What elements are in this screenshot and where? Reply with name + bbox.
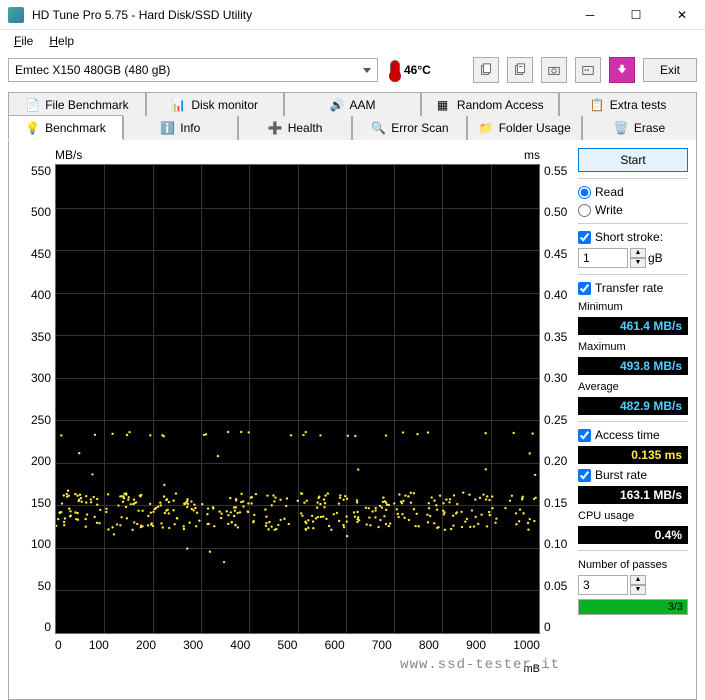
cpu-label: CPU usage bbox=[578, 510, 688, 522]
temperature-display: 46°C bbox=[386, 58, 435, 82]
avg-value: 482.9 MB/s bbox=[578, 397, 688, 415]
random-icon: ▦ bbox=[437, 98, 451, 112]
tab-disk-monitor[interactable]: 📊Disk monitor bbox=[146, 92, 284, 116]
transfer-rate-check[interactable]: Transfer rate bbox=[578, 281, 688, 295]
tab-extra-tests[interactable]: 📋Extra tests bbox=[559, 92, 697, 116]
chart-plot bbox=[55, 164, 540, 634]
burst-value: 163.1 MB/s bbox=[578, 486, 688, 504]
bulb-icon: 💡 bbox=[25, 121, 39, 135]
toolbar: Emtec X150 480GB (480 gB) 46°C Exit bbox=[0, 52, 705, 88]
tab-file-benchmark[interactable]: 📄File Benchmark bbox=[8, 92, 146, 116]
tab-health[interactable]: ➕Health bbox=[238, 116, 353, 140]
trash-icon: 🗑️ bbox=[614, 121, 628, 135]
progress-text: 3/3 bbox=[668, 600, 683, 614]
y-right-label: ms bbox=[524, 148, 540, 162]
copy-button[interactable] bbox=[473, 57, 499, 83]
device-label: Emtec X150 480GB (480 gB) bbox=[15, 63, 170, 77]
monitor-icon: 📊 bbox=[171, 98, 185, 112]
y-axis-right: 0.550.500.450.400.350.300.250.200.150.10… bbox=[540, 164, 570, 634]
folder-icon: 📁 bbox=[479, 121, 493, 135]
avg-label: Average bbox=[578, 381, 688, 393]
speaker-icon: 🔊 bbox=[329, 98, 343, 112]
passes-input: ▲▼ bbox=[578, 575, 688, 595]
passes-label: Number of passes bbox=[578, 559, 688, 571]
minimize-button[interactable]: ─ bbox=[567, 0, 613, 30]
window-title: HD Tune Pro 5.75 - Hard Disk/SSD Utility bbox=[32, 8, 567, 22]
min-label: Minimum bbox=[578, 301, 688, 313]
menu-file[interactable]: File bbox=[8, 32, 39, 50]
thermometer-icon bbox=[390, 60, 400, 80]
max-value: 493.8 MB/s bbox=[578, 357, 688, 375]
window-controls: ─ ☐ ✕ bbox=[567, 0, 705, 30]
tab-aam[interactable]: 🔊AAM bbox=[284, 92, 422, 116]
access-time-check[interactable]: Access time bbox=[578, 428, 688, 442]
content-pane: MB/s ms 55050045040035030025020015010050… bbox=[8, 140, 697, 700]
tab-erase[interactable]: 🗑️Erase bbox=[582, 116, 697, 140]
read-radio[interactable]: Read bbox=[578, 185, 688, 199]
health-icon: ➕ bbox=[268, 121, 282, 135]
maximize-button[interactable]: ☐ bbox=[613, 0, 659, 30]
max-label: Maximum bbox=[578, 341, 688, 353]
spin-down[interactable]: ▼ bbox=[630, 585, 646, 595]
x-axis: 01002003004005006007008009001000 bbox=[17, 634, 570, 652]
tab-error-scan[interactable]: 🔍Error Scan bbox=[352, 116, 467, 140]
file-icon: 📄 bbox=[25, 98, 39, 112]
tabs: 📄File Benchmark📊Disk monitor🔊AAM▦Random … bbox=[0, 88, 705, 140]
info-icon: ℹ️ bbox=[160, 121, 174, 135]
chevron-down-icon bbox=[363, 68, 371, 73]
device-select[interactable]: Emtec X150 480GB (480 gB) bbox=[8, 58, 378, 82]
chart-area: MB/s ms 55050045040035030025020015010050… bbox=[17, 148, 570, 691]
progress-bar: 3/3 bbox=[578, 599, 688, 615]
app-icon bbox=[8, 7, 24, 23]
tab-info[interactable]: ℹ️Info bbox=[123, 116, 238, 140]
tab-random-access[interactable]: ▦Random Access bbox=[421, 92, 559, 116]
copy-text-button[interactable] bbox=[507, 57, 533, 83]
access-value: 0.135 ms bbox=[578, 446, 688, 464]
min-value: 461.4 MB/s bbox=[578, 317, 688, 335]
spin-down[interactable]: ▼ bbox=[630, 258, 646, 268]
cpu-value: 0.4% bbox=[578, 526, 688, 544]
short-stroke-check[interactable]: Short stroke: bbox=[578, 230, 688, 244]
write-radio[interactable]: Write bbox=[578, 203, 688, 217]
y-axis-left: 550500450400350300250200150100500 bbox=[17, 164, 55, 634]
spin-up[interactable]: ▲ bbox=[630, 575, 646, 585]
start-button[interactable]: Start bbox=[578, 148, 688, 172]
tab-benchmark[interactable]: 💡Benchmark bbox=[8, 115, 123, 139]
titlebar: HD Tune Pro 5.75 - Hard Disk/SSD Utility… bbox=[0, 0, 705, 30]
search-icon: 🔍 bbox=[371, 121, 385, 135]
burst-rate-check[interactable]: Burst rate bbox=[578, 468, 688, 482]
save-button[interactable] bbox=[609, 57, 635, 83]
short-stroke-input: ▲▼ gB bbox=[578, 248, 688, 268]
exit-button[interactable]: Exit bbox=[643, 58, 697, 82]
screenshot-button[interactable] bbox=[541, 57, 567, 83]
options-button[interactable] bbox=[575, 57, 601, 83]
y-left-label: MB/s bbox=[55, 148, 82, 162]
watermark: www.ssd-tester.it bbox=[400, 657, 560, 673]
temperature-value: 46°C bbox=[404, 63, 431, 77]
spin-up[interactable]: ▲ bbox=[630, 248, 646, 258]
tab-folder-usage[interactable]: 📁Folder Usage bbox=[467, 116, 582, 140]
menubar: File Help bbox=[0, 30, 705, 52]
side-panel: Start Read Write Short stroke: ▲▼ gB Tra… bbox=[578, 148, 688, 691]
menu-help[interactable]: Help bbox=[43, 32, 80, 50]
extra-icon: 📋 bbox=[590, 98, 604, 112]
close-button[interactable]: ✕ bbox=[659, 0, 705, 30]
